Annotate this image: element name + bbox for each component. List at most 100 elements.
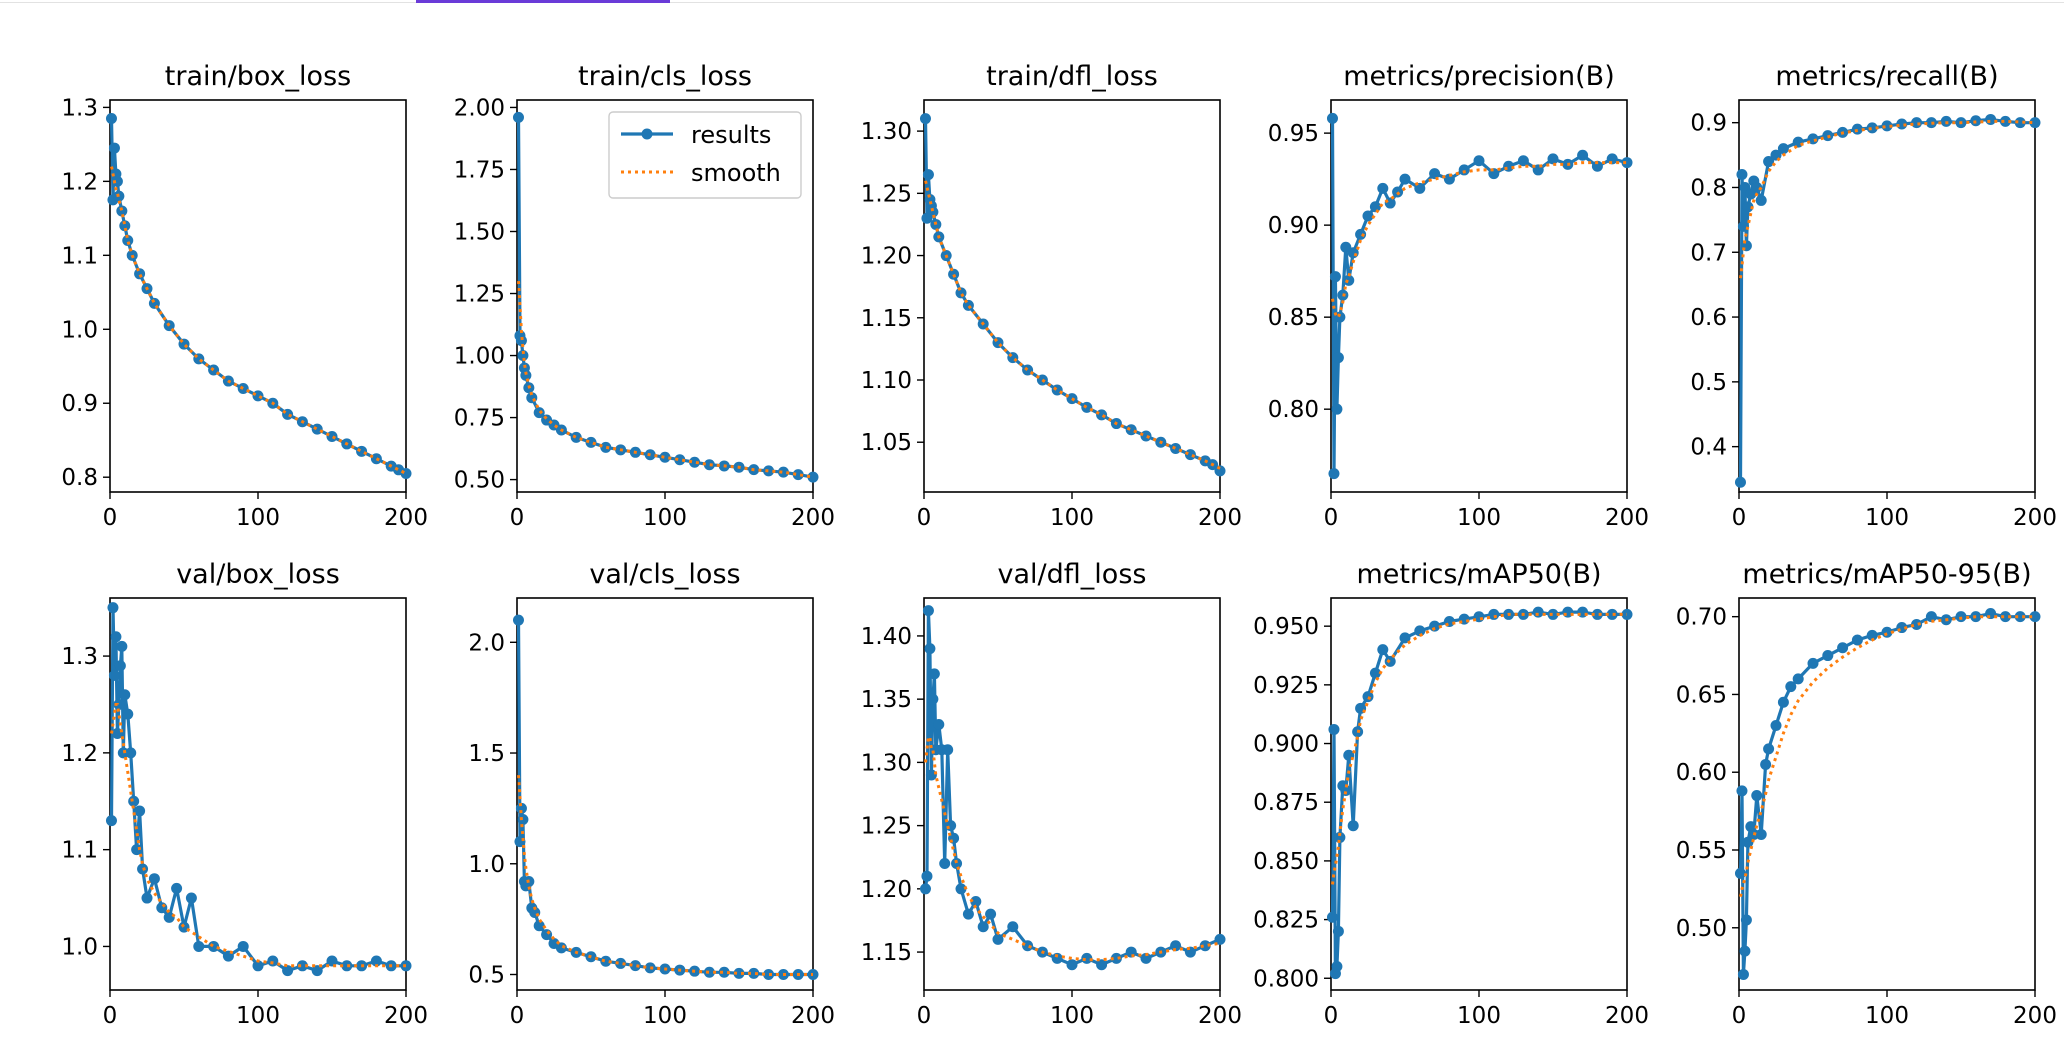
x-tick-label: 100: [1457, 1003, 1501, 1029]
series-results-point: [748, 967, 760, 979]
subplot-1: train/cls_loss 0 100 200 0.50 0.75 1.00 1.25 1.5…: [454, 61, 835, 531]
series-results-point: [1985, 113, 1997, 125]
y-tick-label: 1.00: [454, 344, 505, 370]
y-tick-label: 1.1: [61, 838, 98, 864]
series-results-point: [1792, 673, 1804, 685]
series-results-point: [1362, 210, 1374, 222]
series-results-point: [108, 669, 120, 681]
y-tick-label: 0.800: [1253, 966, 1319, 992]
x-tick-label: 100: [1865, 1003, 1909, 1029]
y-tick-label: 0.7: [1690, 240, 1727, 266]
series-results-point: [1777, 696, 1789, 708]
subplot-8: metrics/mAP50(B) 0 100 200 0.800 0.825 0.850 0.…: [1253, 559, 1649, 1029]
x-tick-label: 100: [236, 505, 280, 531]
series-results-point: [1369, 667, 1381, 679]
series-results-point: [807, 471, 819, 483]
plot-frame: [109, 99, 407, 493]
y-tick-label: 0.9: [61, 391, 98, 417]
y-tick-label: 1.0: [61, 317, 98, 343]
series-results-point: [517, 350, 529, 362]
series-results-point: [928, 668, 940, 680]
series-results-point: [992, 933, 1004, 945]
x-tick-label: 200: [2013, 1003, 2057, 1029]
plot-frame: [923, 99, 1221, 493]
series-results-point: [512, 614, 524, 626]
series-results-point: [1329, 271, 1341, 283]
subplot-title: train/dfl_loss: [986, 61, 1158, 92]
series-results-point: [1532, 606, 1544, 618]
x-tick-label: 0: [917, 1003, 932, 1029]
series-results-point: [326, 431, 338, 443]
series-results-point: [1763, 743, 1775, 755]
series-results-point: [1606, 608, 1618, 620]
y-tick-label: 1.40: [861, 624, 912, 650]
chart-legend: results smooth: [608, 111, 802, 199]
series-results-point: [515, 335, 527, 347]
y-tick-label: 1.30: [861, 119, 912, 145]
series-results-point: [1866, 122, 1878, 134]
subplot-5: val/box_loss 0 100 200 1.0 1.1 1.2 1.3: [61, 559, 428, 1029]
x-tick-label: 200: [1198, 1003, 1242, 1029]
y-tick-label: 1.3: [61, 95, 98, 121]
series-results-point: [1911, 117, 1923, 129]
series-results-point: [116, 640, 128, 652]
series-smooth-line: [1739, 615, 2035, 897]
series-results-point: [1096, 959, 1108, 971]
y-tick-label: 1.15: [861, 306, 912, 332]
x-tick-label: 200: [384, 505, 428, 531]
series-results-point: [1214, 933, 1226, 945]
subplot-title: val/cls_loss: [589, 559, 740, 590]
series-results-point: [1473, 155, 1485, 167]
series-results-point: [792, 469, 804, 481]
y-tick-label: 0.925: [1253, 673, 1319, 699]
series-results-point: [615, 957, 627, 969]
series-results-point: [111, 175, 123, 187]
series-results-point: [2014, 611, 2026, 623]
series-results-point: [131, 844, 143, 856]
series-results-point: [1007, 352, 1019, 364]
series-results-point: [1606, 153, 1618, 165]
series-smooth-line: [517, 281, 814, 479]
series-results-point: [1807, 657, 1819, 669]
y-tick-label: 0.850: [1253, 849, 1319, 875]
series-smooth-line: [924, 180, 1221, 470]
y-tick-label: 0.5: [1690, 370, 1727, 396]
y-tick-label: 1.35: [861, 687, 912, 713]
y-tick-label: 0.60: [1676, 760, 1727, 786]
y-tick-label: 0.75: [454, 406, 505, 432]
series-results-point: [1736, 169, 1748, 181]
y-tick-label: 0.4: [1690, 435, 1727, 461]
series-results-point: [1742, 201, 1754, 213]
x-tick-label: 200: [1198, 505, 1242, 531]
series-results-point: [1999, 611, 2011, 623]
series-results-point: [1414, 182, 1426, 194]
y-tick-label: 0.65: [1676, 682, 1727, 708]
subplot-title: train/box_loss: [165, 61, 351, 92]
y-tick-label: 0.50: [454, 468, 505, 494]
x-tick-label: 200: [1605, 1003, 1649, 1029]
series-results-point: [1742, 836, 1754, 848]
series-results-point: [1429, 620, 1441, 632]
series-results-point: [763, 968, 775, 980]
series-results-point: [208, 940, 220, 952]
subplot-3: metrics/precision(B) 0 100 200 0.80 0.85 0.90 0…: [1268, 61, 1649, 531]
series-results-point: [185, 892, 197, 904]
series-results-point: [2029, 611, 2041, 623]
series-results-point: [1362, 691, 1374, 703]
subplot-title: val/box_loss: [176, 559, 340, 590]
series-results-point: [1760, 758, 1772, 770]
series-results-point: [119, 689, 131, 701]
series-results-point: [1547, 608, 1559, 620]
series-results-point: [252, 390, 264, 402]
y-tick-label: 0.9: [1690, 111, 1727, 137]
plot-frame: [516, 597, 814, 991]
subplot-6: val/cls_loss 0 100 200 0.5 1.0 1.5 2.0: [468, 559, 835, 1029]
y-tick-label: 1.5: [468, 741, 505, 767]
series-results-point: [1792, 136, 1804, 148]
series-results-point: [252, 960, 264, 972]
series-results-point: [1081, 952, 1093, 964]
x-tick-label: 100: [236, 1003, 280, 1029]
series-results-line: [1330, 118, 1628, 476]
x-tick-label: 200: [791, 1003, 835, 1029]
